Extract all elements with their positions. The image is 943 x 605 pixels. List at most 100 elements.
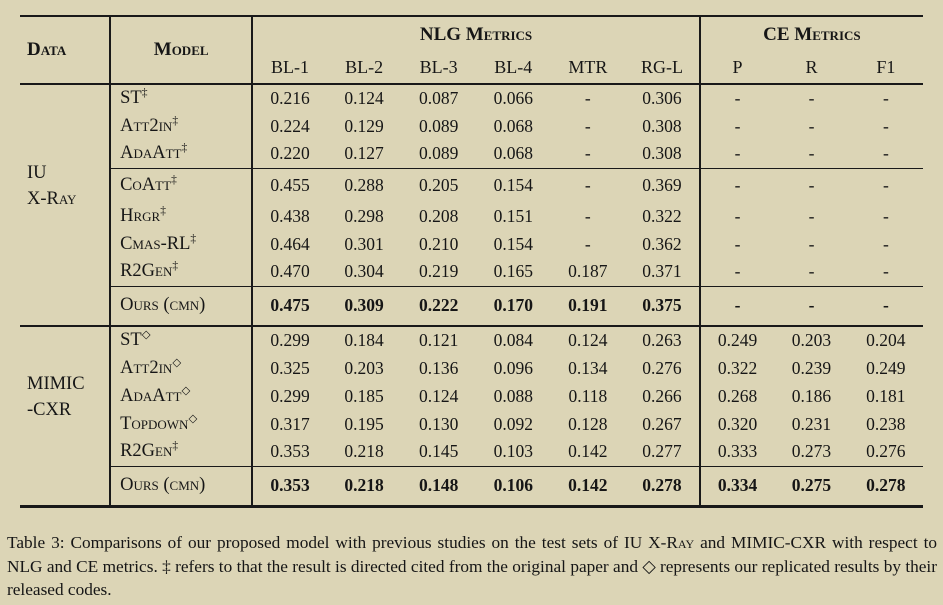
model-row: IU X-Ray ST‡ 0.216 0.124 0.087 0.066-0.306- - - <box>20 84 923 286</box>
model-name: ST◇ <box>110 326 254 354</box>
metric-value: 0.353 <box>252 465 327 506</box>
metric-value: 0.263 <box>625 326 701 354</box>
metric-value: 0.203 <box>344 357 384 378</box>
col-header-mtr: MTR <box>568 57 608 77</box>
metric-value: 0.218 <box>344 441 384 462</box>
citation-marker: ‡ <box>141 86 148 99</box>
metric-value: 0.278 <box>848 465 923 506</box>
citation-marker: ‡ <box>171 173 177 186</box>
metric-value: 0.134 <box>568 357 608 378</box>
metric-value: 0.191 <box>550 285 626 326</box>
metric-value: - <box>774 167 849 202</box>
metric-value: - <box>734 88 741 108</box>
metric-value: 0.148 <box>401 465 476 506</box>
col-header-bl3: BL-3 <box>419 57 458 77</box>
metric-value: - <box>808 143 815 164</box>
model-name: AdaAtt◇ <box>110 382 254 410</box>
metric-value: 0.096 <box>493 357 533 378</box>
model-row: CoAtt‡ 0.455 0.288 0.205 0.154-0.369- - - <box>20 167 923 202</box>
model-name: Hrgr‡ <box>110 202 254 230</box>
metric-value: 0.219 <box>418 261 459 282</box>
metric-value: 0.187 <box>568 261 608 282</box>
col-header-bl2: BL-2 <box>345 57 384 77</box>
metric-value: 0.154 <box>475 167 551 202</box>
metric-value: 0.249 <box>717 330 758 350</box>
model-name: Ours (cmn) <box>110 285 254 326</box>
metric-value: 0.092 <box>493 413 533 434</box>
metric-value: 0.205 <box>401 167 476 202</box>
dataset-label: MIMIC -CXR <box>20 326 112 466</box>
metric-value: 0.276 <box>866 441 906 462</box>
metric-value: - <box>882 115 889 136</box>
metric-value: 0.129 <box>344 115 384 136</box>
citation-marker: ‡ <box>172 114 179 127</box>
col-header-r: R <box>805 57 818 77</box>
model-name: CoAtt‡ <box>110 167 254 202</box>
metric-value: 0.089 <box>418 143 459 164</box>
model-row: Topdown◇ 0.317 0.195 0.130 0.092 0.128 0.267 0.… <box>20 410 923 438</box>
metric-value: - <box>848 167 923 202</box>
metric-value: 0.438 <box>270 205 310 226</box>
citation-marker: ‡ <box>190 232 197 245</box>
metric-value: 0.210 <box>418 233 459 254</box>
caption-segment: IU X-Ray <box>623 533 695 552</box>
metric-value: 0.121 <box>418 330 459 350</box>
metric-value: 0.088 <box>493 385 533 406</box>
metric-value: 0.154 <box>493 233 533 254</box>
metric-value: - <box>584 143 591 164</box>
metric-value: - <box>882 205 889 226</box>
metric-value: 0.184 <box>344 330 384 350</box>
model-name: AdaAtt‡ <box>110 140 254 168</box>
metric-value: 0.308 <box>625 140 701 168</box>
metric-value: - <box>808 261 815 282</box>
metric-value: 0.277 <box>625 438 701 466</box>
metric-value: - <box>699 167 775 202</box>
metric-value: - <box>734 115 741 136</box>
citation-marker: ‡ <box>172 260 179 273</box>
col-header-model: Model <box>110 16 254 84</box>
metric-value: 0.218 <box>326 465 402 506</box>
dataset-label-spacer <box>20 286 112 326</box>
col-header-rgl: RG-L <box>625 52 701 84</box>
caption-segment: and MIMIC-CXR with respect to NLG and CE… <box>7 533 938 599</box>
metric-value: 0.195 <box>344 413 384 434</box>
metric-value: - <box>584 115 591 136</box>
model-row: Att2in‡ 0.224 0.129 0.089 0.068 - 0.308 - - - <box>20 112 923 140</box>
metric-value: 0.275 <box>774 465 849 506</box>
citation-marker: ◇ <box>172 356 182 369</box>
metric-value: - <box>848 285 923 326</box>
col-header-bl1: BL-1 <box>271 57 310 77</box>
model-name: Topdown◇ <box>110 410 254 438</box>
metric-value: 0.068 <box>493 143 533 164</box>
metric-value: - <box>774 285 849 326</box>
metric-value: 0.333 <box>717 441 758 462</box>
metric-value: 0.375 <box>625 285 701 326</box>
metric-value: 0.334 <box>699 465 775 506</box>
citation-marker: ◇ <box>141 328 151 341</box>
metric-value: - <box>808 205 815 226</box>
citation-marker: ◇ <box>181 384 191 397</box>
table-caption: Table 3: Comparisons of our proposed mod… <box>7 531 937 602</box>
metric-value: 0.249 <box>866 357 906 378</box>
section-mimic-cxr: MIMIC -CXR ST◇ 0.299 0.184 0.121 0.084 0.124 0.2… <box>20 326 923 506</box>
metric-value: 0.362 <box>625 230 701 258</box>
metric-value: 0.317 <box>270 413 310 434</box>
col-header-f1: F1 <box>876 57 896 77</box>
metric-value: - <box>584 88 591 108</box>
model-name: R2Gen‡ <box>110 258 254 286</box>
metric-value: - <box>699 285 775 326</box>
metric-value: 0.353 <box>270 441 310 462</box>
metric-value: 0.371 <box>625 258 701 286</box>
metric-value: 0.118 <box>568 385 608 406</box>
results-table-container: Data Model NLG Metrics CE Metrics BL-1 B… <box>20 15 923 508</box>
metric-value: 0.301 <box>344 233 384 254</box>
metric-value: 0.170 <box>475 285 551 326</box>
citation-marker: ‡ <box>181 142 188 155</box>
model-name: R2Gen‡ <box>110 438 254 466</box>
metric-value: 0.288 <box>326 167 402 202</box>
section-iu-xray: IU X-Ray ST‡ 0.216 0.124 0.087 0.066-0.306- - - A… <box>20 84 923 326</box>
model-row: AdaAtt‡ 0.220 0.127 0.089 0.068 - 0.308 - - - <box>20 140 923 168</box>
metric-value: 0.238 <box>866 413 906 434</box>
metric-value: - <box>882 261 889 282</box>
model-row: R2Gen‡ 0.353 0.218 0.145 0.103 0.142 0.277 0.33… <box>20 438 923 466</box>
